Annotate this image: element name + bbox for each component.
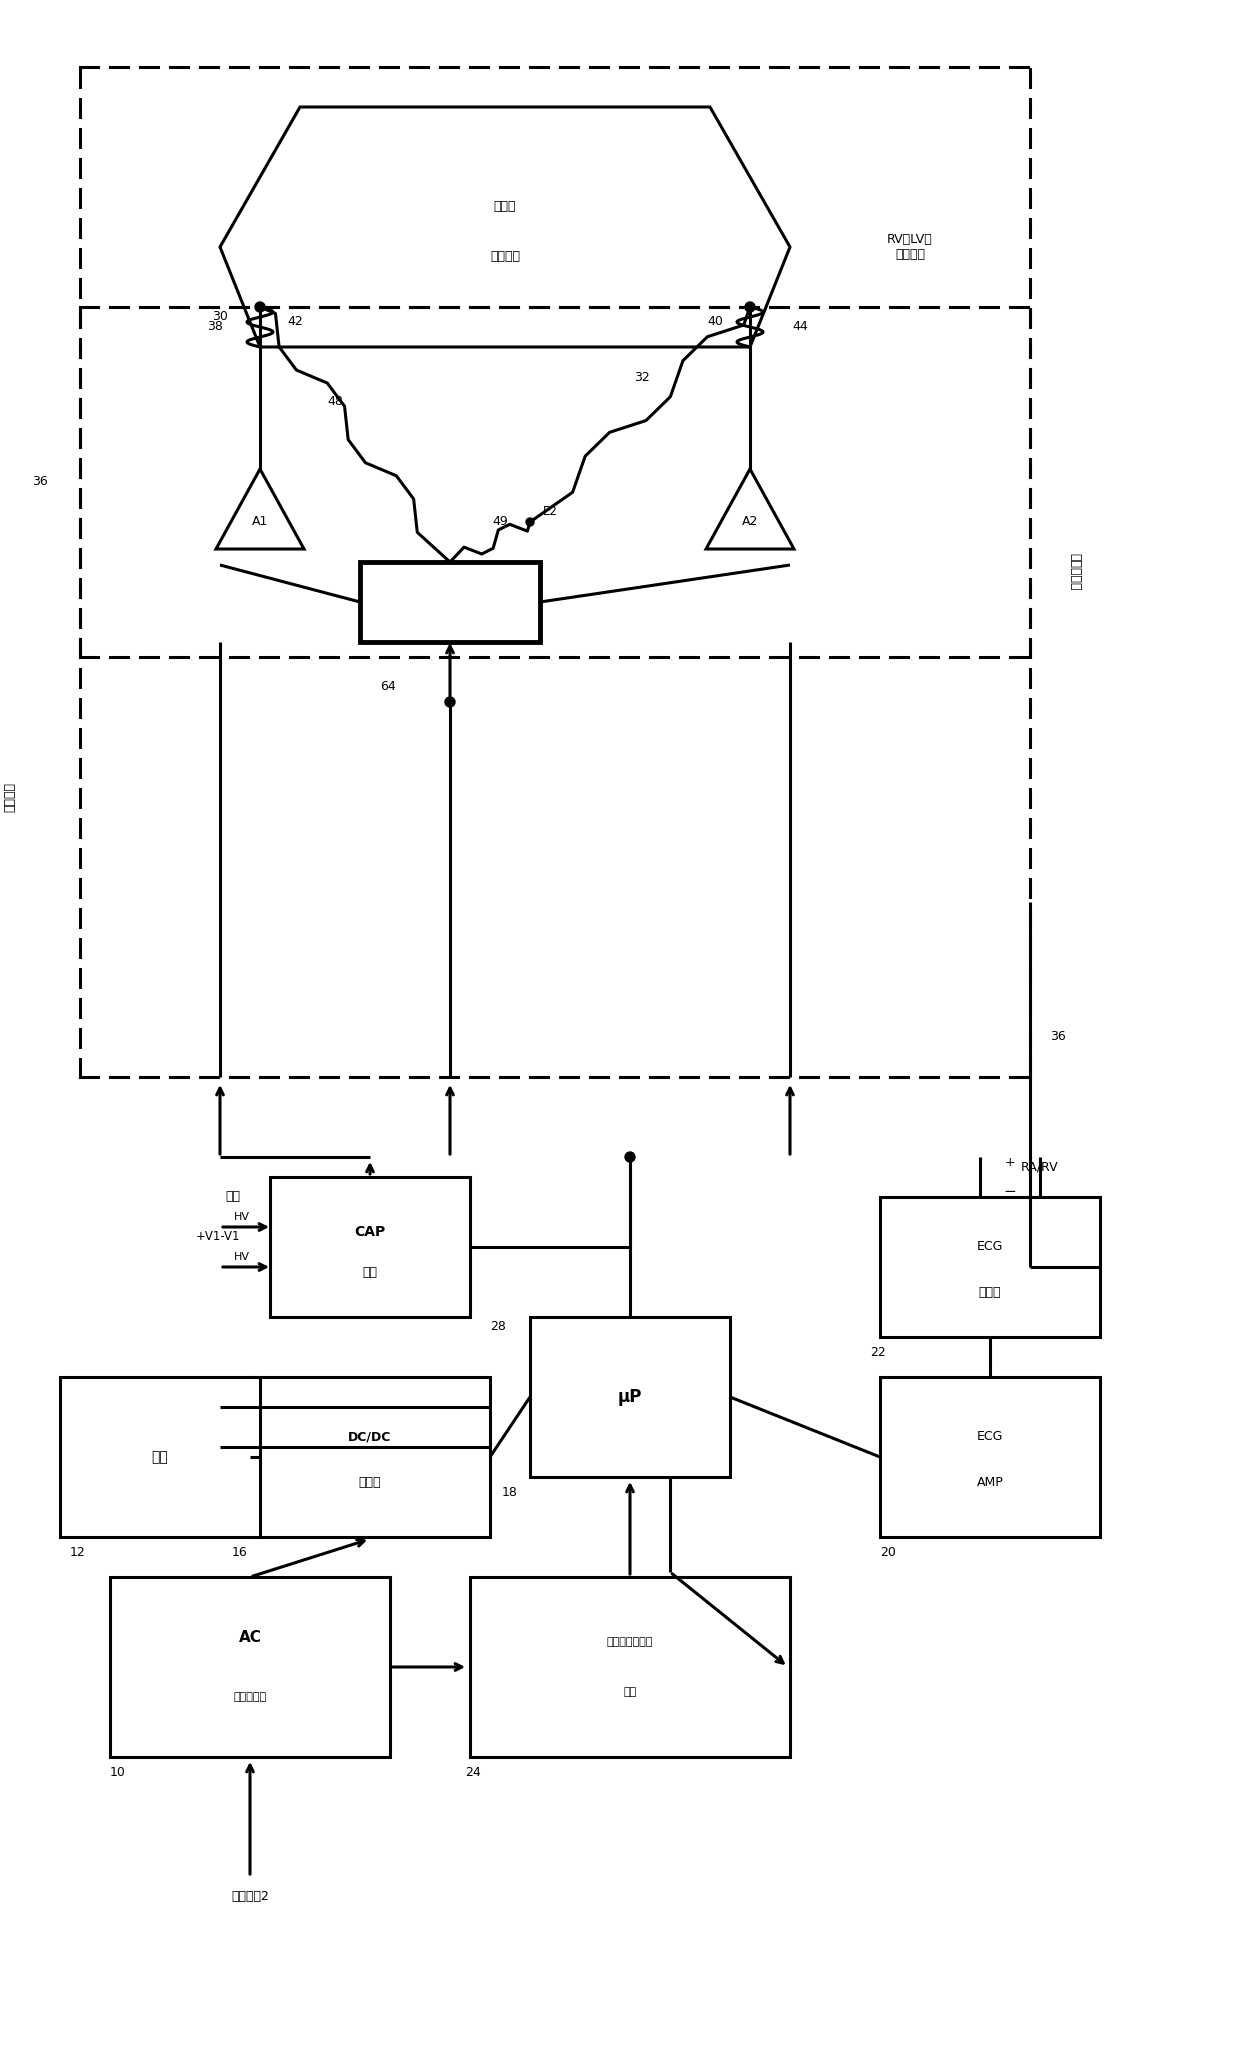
- Text: RA/RV: RA/RV: [1022, 1160, 1059, 1172]
- Text: 陈列: 陈列: [624, 1687, 636, 1697]
- Text: 49: 49: [492, 516, 508, 529]
- Text: 48: 48: [327, 395, 343, 407]
- Text: 36: 36: [32, 475, 48, 488]
- Text: 胸阻抗: 胸阻抗: [494, 200, 516, 214]
- Text: 10: 10: [110, 1765, 126, 1779]
- Text: DC/DC: DC/DC: [348, 1430, 392, 1444]
- Text: 传感器: 传感器: [978, 1286, 1001, 1298]
- Text: 28: 28: [490, 1321, 506, 1333]
- Text: RV、LV的
电阻模块: RV、LV的 电阻模块: [887, 232, 932, 261]
- Bar: [250, 1376, 490, 1537]
- Text: AC: AC: [238, 1629, 262, 1644]
- Circle shape: [445, 697, 455, 708]
- Text: 线路调节器: 线路调节器: [233, 1693, 267, 1701]
- Text: 18: 18: [502, 1485, 518, 1497]
- Text: 44: 44: [792, 321, 808, 333]
- Text: 转换器: 转换器: [358, 1475, 381, 1489]
- Text: 22: 22: [870, 1345, 885, 1358]
- Text: HV: HV: [234, 1253, 250, 1263]
- Text: 电池: 电池: [151, 1450, 169, 1465]
- Text: 电路: 电路: [362, 1265, 377, 1279]
- Bar: [880, 1376, 1100, 1537]
- Text: 高压: 高压: [224, 1191, 241, 1203]
- Text: μP: μP: [618, 1388, 642, 1407]
- Polygon shape: [706, 469, 794, 549]
- Text: +V1-V1: +V1-V1: [196, 1230, 241, 1244]
- Text: A1: A1: [252, 516, 268, 529]
- Bar: [529, 1316, 730, 1477]
- Text: 旋转伺服放大器: 旋转伺服放大器: [606, 1637, 653, 1648]
- Bar: [270, 1177, 470, 1316]
- Text: 24: 24: [465, 1765, 481, 1779]
- Text: 12: 12: [69, 1545, 86, 1559]
- Bar: [880, 1197, 1100, 1337]
- Text: 42: 42: [288, 315, 303, 329]
- Bar: [60, 1376, 260, 1537]
- Text: +: +: [1004, 1156, 1016, 1168]
- Text: 36: 36: [1050, 1031, 1065, 1043]
- Circle shape: [625, 1152, 635, 1162]
- Text: 16: 16: [232, 1545, 248, 1559]
- Text: 放大器陈列: 放大器陈列: [1069, 553, 1081, 590]
- Text: 输入电压2: 输入电压2: [231, 1890, 269, 1903]
- Polygon shape: [219, 107, 790, 348]
- Polygon shape: [216, 469, 304, 549]
- Circle shape: [255, 302, 265, 313]
- Text: 波形输入: 波形输入: [4, 782, 16, 813]
- Text: E2: E2: [543, 506, 558, 518]
- Circle shape: [526, 518, 534, 527]
- Text: ECG: ECG: [977, 1240, 1003, 1253]
- Text: 20: 20: [880, 1545, 895, 1559]
- Bar: [110, 1578, 391, 1757]
- Circle shape: [745, 302, 755, 313]
- Bar: [360, 562, 539, 642]
- Text: 64: 64: [379, 681, 396, 693]
- Text: 38: 38: [207, 321, 223, 333]
- Text: 40: 40: [707, 315, 723, 329]
- Text: HV: HV: [234, 1212, 250, 1222]
- Text: A2: A2: [742, 516, 758, 529]
- Text: 30: 30: [212, 311, 228, 323]
- Text: 32: 32: [634, 372, 650, 385]
- Text: CAP: CAP: [355, 1226, 386, 1238]
- Text: （载入）: （载入）: [490, 251, 520, 263]
- Bar: [470, 1578, 790, 1757]
- Text: AMP: AMP: [977, 1475, 1003, 1489]
- Text: −: −: [1003, 1185, 1017, 1199]
- Text: ECG: ECG: [977, 1430, 1003, 1444]
